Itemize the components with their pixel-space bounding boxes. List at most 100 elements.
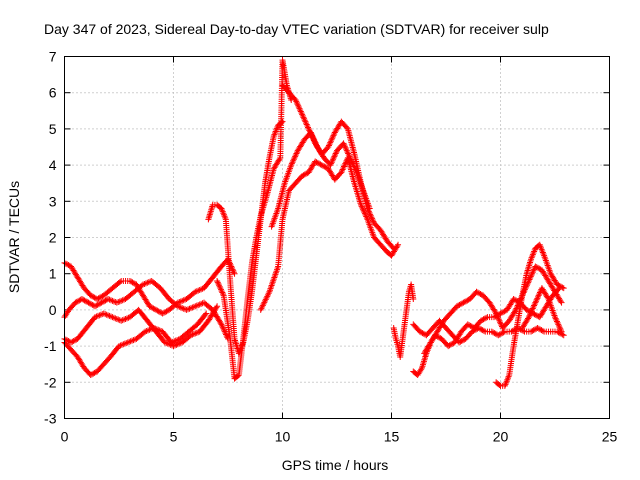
data-point [500, 309, 507, 316]
series-sat-h [279, 82, 397, 252]
x-tick-label: 25 [602, 429, 618, 445]
data-point [179, 297, 186, 304]
data-point [173, 341, 180, 348]
data-point [325, 144, 332, 150]
data-point [159, 310, 166, 317]
data-point [187, 332, 194, 339]
y-tick-label: 5 [49, 121, 57, 137]
data-point [297, 108, 304, 115]
data-point [536, 265, 543, 272]
data-point [331, 130, 338, 137]
data-point [193, 329, 200, 336]
x-tick-label: 20 [493, 429, 509, 445]
data-point [418, 329, 425, 336]
data-point [180, 297, 187, 304]
data-point [332, 151, 339, 158]
data-point [342, 144, 349, 151]
data-point [436, 334, 443, 341]
data-point [476, 290, 483, 297]
data-point [340, 140, 347, 147]
data-point [300, 172, 307, 179]
data-point [527, 309, 534, 316]
data-point [554, 281, 561, 288]
data-point [559, 331, 566, 338]
data-point [341, 143, 348, 150]
data-point [312, 158, 319, 165]
data-point [340, 163, 347, 170]
data-point [186, 305, 193, 312]
data-point [330, 154, 337, 161]
data-point [531, 302, 538, 309]
data-point [327, 138, 334, 145]
data-point [78, 296, 85, 303]
data-point [97, 311, 104, 318]
data-point [497, 330, 504, 337]
data-point [532, 299, 539, 306]
data-point [329, 135, 336, 142]
data-point [106, 296, 113, 303]
data-point [530, 267, 537, 274]
data-point [176, 303, 183, 310]
data-point [294, 101, 301, 108]
data-point [322, 164, 329, 171]
data-point [88, 293, 95, 300]
data-point [192, 288, 199, 295]
data-point [463, 298, 470, 305]
data-point [309, 132, 316, 139]
data-point [303, 120, 310, 127]
data-point [113, 299, 120, 306]
data-point [555, 282, 562, 289]
data-point [457, 338, 464, 345]
data-point [492, 309, 499, 316]
data-point [340, 164, 347, 171]
data-point [301, 171, 308, 178]
data-point [529, 327, 536, 334]
data-point [146, 326, 153, 333]
data-point [347, 154, 354, 161]
data-point [219, 290, 226, 297]
data-point [123, 315, 130, 322]
data-point [308, 130, 315, 137]
data-point [161, 339, 168, 346]
data-point [342, 160, 349, 167]
data-point [338, 169, 345, 176]
x-tick-label: 0 [61, 429, 69, 445]
data-point [130, 337, 137, 344]
data-point [163, 340, 170, 347]
data-point [292, 151, 299, 158]
data-point [493, 311, 500, 318]
data-point [128, 278, 135, 285]
data-point [509, 327, 516, 334]
data-point [460, 299, 467, 306]
data-point [497, 319, 504, 326]
data-point [185, 306, 192, 313]
data-point [473, 288, 480, 295]
y-axis-label: SDTVAR / TECUs [6, 181, 22, 293]
data-point [299, 111, 306, 118]
data-point [347, 156, 354, 163]
data-point [558, 328, 565, 335]
data-point [528, 308, 535, 315]
data-point [313, 141, 320, 148]
data-point [459, 300, 466, 307]
data-point [296, 105, 303, 112]
data-point [341, 141, 348, 148]
data-point [279, 118, 286, 125]
data-point [479, 317, 486, 324]
data-point [343, 147, 350, 154]
data-point [295, 104, 302, 111]
data-point [146, 303, 153, 310]
data-point [171, 342, 178, 349]
data-point [96, 294, 103, 301]
data-point [290, 157, 297, 164]
data-point [192, 330, 199, 337]
data-point [533, 298, 540, 305]
data-point [93, 313, 100, 320]
data-point [65, 338, 72, 345]
data-point [221, 327, 228, 334]
data-point [115, 299, 122, 306]
data-point [461, 298, 468, 305]
data-point [226, 260, 233, 267]
data-point [480, 327, 487, 334]
data-point [555, 322, 562, 329]
